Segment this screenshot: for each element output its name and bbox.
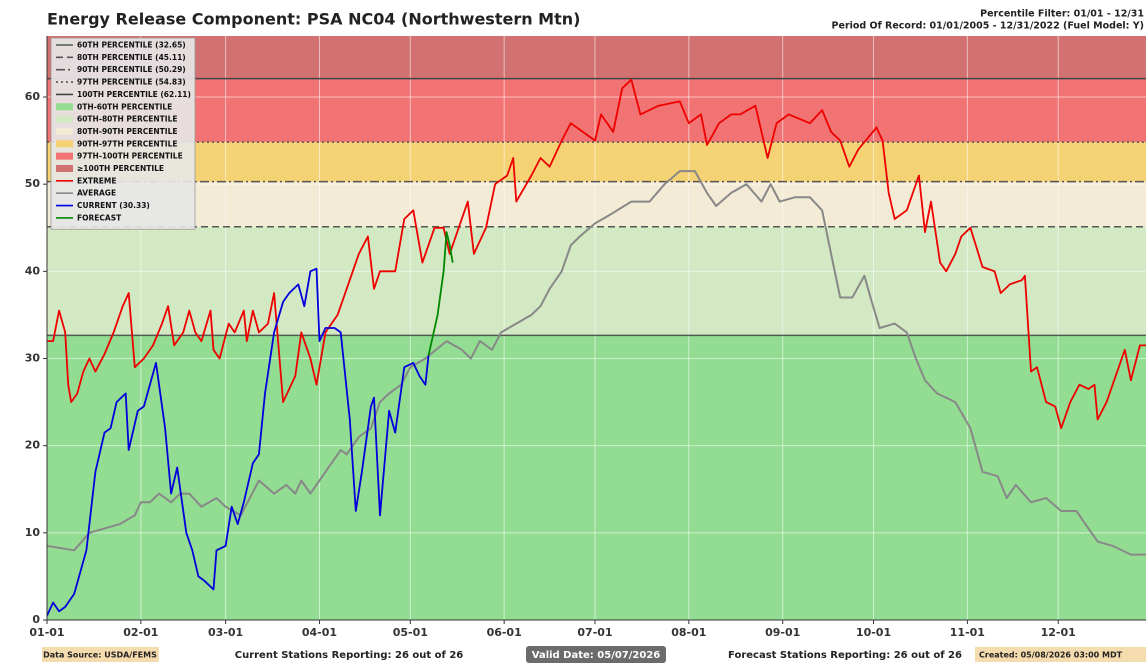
y-tick-label: 10: [25, 526, 41, 539]
legend-swatch: [56, 165, 73, 172]
axes: 0 10 20 30 40 50 60 01-01 02-01 03-01 04-01 05-01 06…: [25, 36, 1146, 639]
x-tick-label: 02-01: [123, 626, 158, 639]
x-tick-label: 03-01: [208, 626, 243, 639]
legend-box: [50, 37, 196, 230]
x-tick-label: 10-01: [856, 626, 891, 639]
legend-label: 90TH PERCENTILE (50.29): [77, 65, 186, 74]
footer-text: Current Stations Reporting: 26 out of 26: [235, 650, 464, 661]
plot-area: [47, 36, 1146, 620]
footer-text: Forecast Stations Reporting: 26 out of 2…: [728, 650, 962, 661]
series-line: [47, 267, 430, 616]
legend-label: 60TH-80TH PERCENTILE: [77, 115, 178, 124]
legend-label: 90TH-97TH PERCENTILE: [77, 139, 178, 148]
legend: 60TH PERCENTILE (32.65) 80TH PERCENTILE (…: [50, 37, 196, 230]
x-tick-label: 09-01: [765, 626, 800, 639]
x-tick-label: 11-01: [950, 626, 985, 639]
legend-label: CURRENT (30.33): [77, 201, 150, 210]
x-tick-label: 01-01: [29, 626, 64, 639]
percentile-band: [47, 181, 1146, 227]
footer: Data Source: USDA/FEMS Current Stations …: [42, 646, 1146, 663]
legend-swatch: [56, 127, 73, 135]
footer-text: Created: 05/08/2026 03:00 MDT: [979, 651, 1123, 660]
footer-text: Valid Date: 05/07/2026: [532, 650, 661, 661]
legend-label: EXTREME: [77, 176, 117, 185]
legend-swatch: [56, 140, 73, 148]
legend-label: ≥100TH PERCENTILE: [77, 164, 164, 173]
legend-label: 80TH PERCENTILE (45.11): [77, 53, 186, 62]
series-line: [47, 78, 1146, 430]
y-tick-label: 50: [25, 177, 41, 190]
x-tick-label: 08-01: [671, 626, 706, 639]
footer-box: [975, 647, 1146, 662]
legend-label: 0TH-60TH PERCENTILE: [77, 102, 172, 111]
legend-label: AVERAGE: [77, 189, 116, 198]
legend-swatch: [56, 103, 73, 111]
series-line: [47, 170, 1146, 556]
legend-label: 80TH-90TH PERCENTILE: [77, 127, 178, 136]
legend-label: 97TH PERCENTILE (54.83): [77, 78, 186, 87]
series-line: [427, 231, 454, 356]
x-tick-label: 04-01: [302, 626, 337, 639]
chart-title: Energy Release Component: PSA NC04 (Nort…: [47, 10, 580, 29]
x-tick-label: 05-01: [393, 626, 428, 639]
legend-label: 97TH-100TH PERCENTILE: [77, 152, 183, 161]
legend-swatch: [56, 115, 73, 123]
subtitle: Period Of Record: 01/01/2005 - 12/31/202…: [832, 21, 1144, 32]
x-tick-label: 07-01: [577, 626, 612, 639]
footer-box: [526, 646, 666, 663]
x-tick-label: 12-01: [1041, 626, 1076, 639]
percentile-band: [47, 142, 1146, 182]
percentile-band: [47, 335, 1146, 620]
percentile-band: [47, 226, 1146, 336]
legend-label: 60TH PERCENTILE (32.65): [77, 41, 186, 50]
percentile-band: [47, 36, 1146, 79]
y-tick-label: 0: [32, 613, 40, 626]
subtitle: Percentile Filter: 01/01 - 12/31: [980, 9, 1144, 20]
y-tick-label: 40: [25, 264, 41, 277]
footer-box: [42, 647, 159, 662]
y-tick-label: 30: [25, 352, 41, 365]
legend-label: 100TH PERCENTILE (62.11): [77, 90, 191, 99]
footer-text: Data Source: USDA/FEMS: [43, 651, 157, 660]
y-tick-label: 20: [25, 439, 41, 452]
y-tick-label: 60: [25, 90, 41, 103]
legend-swatch: [56, 152, 73, 160]
x-tick-label: 06-01: [487, 626, 522, 639]
legend-label: FORECAST: [77, 213, 122, 222]
